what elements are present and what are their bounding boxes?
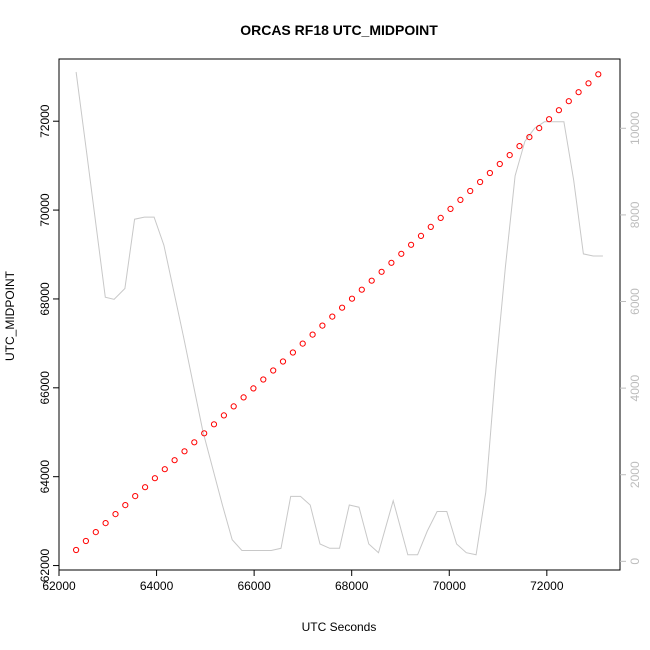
data-point — [339, 304, 346, 311]
data-point — [477, 178, 484, 186]
data-point — [82, 537, 90, 545]
data-point — [546, 116, 553, 123]
data-point — [595, 71, 602, 78]
y-tick-label: 66000 — [38, 371, 52, 405]
x-tick-label: 70000 — [433, 579, 467, 593]
data-point — [319, 322, 326, 329]
data-point — [526, 134, 533, 141]
data-point — [151, 475, 158, 482]
x-tick-label: 72000 — [530, 579, 564, 593]
data-point — [348, 295, 356, 302]
x-tick-label: 64000 — [140, 579, 174, 593]
data-point — [270, 367, 277, 374]
data-point — [73, 546, 80, 554]
data-point — [437, 214, 444, 221]
data-point — [260, 376, 267, 383]
data-point — [417, 232, 425, 239]
data-point — [368, 277, 375, 284]
y-tick-label: 62000 — [38, 549, 52, 583]
data-point — [191, 439, 198, 446]
data-point — [329, 313, 336, 320]
x-axis: 62000 64000 66000 68000 70000 72000 — [42, 570, 564, 593]
data-point — [112, 510, 119, 518]
data-point — [230, 403, 237, 410]
data-point — [506, 152, 513, 159]
data-point — [378, 268, 385, 275]
data-point — [496, 160, 503, 168]
data-point — [585, 80, 592, 87]
data-point — [201, 430, 208, 437]
chart-title: ORCAS RF18 UTC_MIDPOINT — [240, 22, 438, 38]
y2-axis: 0 2000 4000 6000 8000 10000 — [620, 111, 642, 565]
x-axis-title: UTC Seconds — [302, 620, 377, 634]
data-point — [299, 340, 306, 347]
x-tick-label: 66000 — [237, 579, 271, 593]
data-point — [467, 187, 474, 195]
x-tick-label: 62000 — [42, 579, 76, 593]
data-point — [240, 394, 247, 401]
plot-frame — [58, 58, 621, 571]
y-axis: 62000 64000 66000 68000 70000 72000 — [38, 104, 59, 582]
y-tick-label: 72000 — [38, 104, 52, 138]
data-point — [122, 502, 129, 509]
data-point — [427, 223, 434, 230]
data-point — [279, 358, 287, 365]
data-point — [132, 493, 139, 500]
y-tick-label: 64000 — [38, 460, 52, 494]
altitude-line — [75, 71, 603, 556]
y2-tick-label: 8000 — [628, 201, 642, 228]
utc-midpoint-points-series — [73, 71, 602, 554]
data-point — [220, 412, 227, 419]
data-point — [181, 448, 188, 455]
data-point — [210, 421, 218, 428]
data-point — [161, 466, 168, 473]
y2-tick-label: 6000 — [628, 288, 642, 315]
data-point — [102, 520, 109, 527]
y-tick-label: 70000 — [38, 193, 52, 227]
data-point — [171, 457, 178, 464]
data-point — [142, 484, 149, 491]
data-point — [486, 169, 493, 177]
altitude-line-series — [75, 71, 603, 556]
data-point — [555, 107, 563, 114]
y2-tick-label: 2000 — [628, 461, 642, 488]
data-point — [92, 529, 99, 536]
data-point — [289, 349, 296, 356]
data-point — [408, 241, 415, 248]
y2-tick-label: 10000 — [628, 111, 642, 145]
data-point — [398, 250, 405, 257]
data-point — [457, 196, 464, 203]
data-point — [447, 205, 454, 212]
data-point — [575, 89, 582, 96]
data-point — [388, 259, 395, 266]
y-axis-title: UTC_MIDPOINT — [3, 270, 17, 361]
y2-tick-label: 4000 — [628, 374, 642, 401]
data-point — [565, 98, 572, 105]
x-tick-label: 68000 — [335, 579, 369, 593]
data-point — [250, 385, 257, 392]
data-point — [309, 331, 316, 338]
data-point — [516, 143, 523, 150]
data-point — [358, 286, 365, 293]
data-point — [536, 125, 543, 132]
y-tick-label: 68000 — [38, 282, 52, 316]
y2-tick-label: 0 — [628, 558, 642, 565]
